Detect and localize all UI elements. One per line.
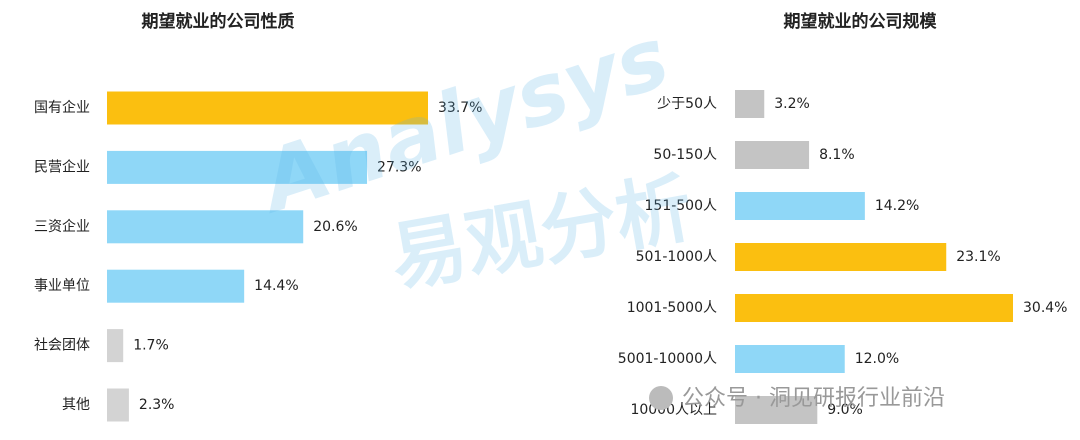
y-tick-label: 事业单位: [34, 278, 90, 294]
chart-title: 期望就业的公司规模: [784, 11, 938, 32]
y-tick-label: 50-150人: [653, 147, 717, 163]
plot-area: 国有企业 33.7% 民营企业 27.3% 三资企业 20.6% 事业单位 14.4% 社会团体…: [34, 90, 1067, 424]
bar: [735, 192, 865, 220]
watermark: Analysys 易观分析: [245, 8, 699, 303]
data-label: 8.1%: [819, 147, 855, 163]
y-tick-label: 5001-10000人: [618, 351, 717, 367]
bar: [735, 345, 845, 373]
data-label: 14.2%: [875, 198, 919, 214]
y-tick-label: 民营企业: [34, 158, 90, 175]
bar: [735, 243, 947, 271]
chart-title: 期望就业的公司性质: [142, 11, 295, 32]
data-label: 30.4%: [1023, 300, 1067, 316]
data-label: 2.3%: [139, 397, 175, 413]
data-label: 9.0%: [827, 402, 863, 418]
data-label: 23.1%: [956, 249, 1000, 265]
bar: [107, 388, 129, 422]
bar: [735, 90, 765, 118]
bar: [107, 91, 428, 125]
bar: [735, 396, 818, 424]
bar: [107, 210, 304, 244]
y-tick-label: 其他: [62, 397, 90, 413]
bar: [107, 150, 368, 184]
wechat-watermark: 公众号 · 洞见研报行业前沿: [682, 386, 945, 411]
data-label: 12.0%: [855, 351, 899, 367]
bar: [107, 329, 124, 363]
y-tick-label: 社会团体: [34, 338, 90, 354]
y-tick-label: 三资企业: [34, 218, 90, 235]
y-tick-label: 1001-5000人: [627, 300, 717, 316]
y-tick-label: 少于50人: [657, 96, 717, 112]
data-label: 33.7%: [438, 100, 482, 116]
data-label: 3.2%: [774, 96, 810, 112]
wechat-icon: [649, 386, 673, 410]
data-label: 1.7%: [133, 338, 169, 354]
y-tick-label: 501-1000人: [636, 249, 717, 265]
y-tick-label: 国有企业: [34, 99, 90, 116]
bar: [735, 294, 1013, 322]
data-label: 27.3%: [377, 159, 421, 175]
watermark-brand-cn: 易观分析: [384, 162, 699, 302]
y-tick-label: 151-500人: [645, 198, 718, 214]
bar: [107, 269, 245, 303]
data-label: 20.6%: [313, 219, 357, 235]
bar: [735, 141, 810, 169]
data-label: 14.4%: [254, 278, 298, 294]
